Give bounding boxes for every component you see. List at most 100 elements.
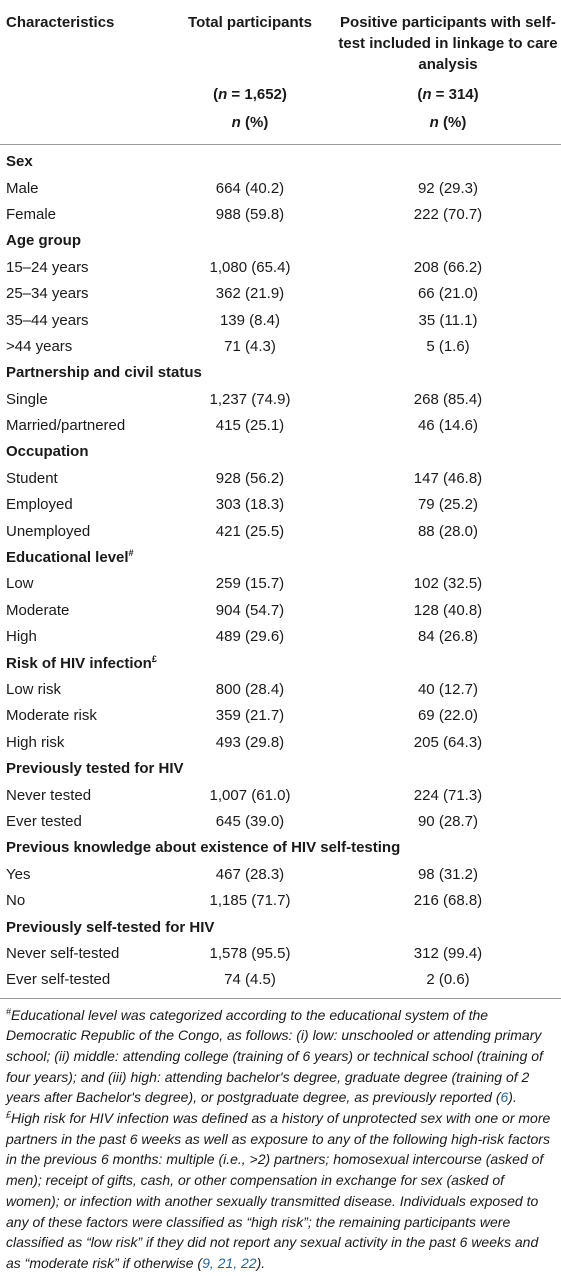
section-row: Previously tested for HIV	[0, 756, 561, 782]
table-row: High 489 (29.6) 84 (26.8)	[0, 624, 561, 650]
positive-value: 40 (12.7)	[417, 681, 479, 698]
row-label: Low risk	[6, 681, 62, 698]
positive-value: 224 (71.3)	[413, 786, 483, 804]
section-row: Sex	[0, 145, 561, 176]
positive-value: 69 (22.0)	[417, 707, 479, 725]
row-label: High	[6, 628, 37, 646]
total-value: 664 (40.2)	[215, 179, 285, 197]
positive-value: 35 (11.1)	[418, 311, 478, 329]
footnotes: #Educational level was categorized accor…	[0, 999, 561, 1274]
row-label: Unemployed	[6, 522, 91, 540]
total-value: 139 (8.4)	[219, 311, 281, 329]
table-row: Never self-tested 1,578 (95.5) 312 (99.4)	[0, 941, 561, 967]
total-pct-label: n (%)	[165, 109, 335, 145]
positive-value: 90 (28.7)	[417, 812, 479, 830]
section-title: Previously self-tested for HIV	[6, 918, 215, 936]
row-label: Low	[6, 575, 34, 593]
total-value: 489 (29.6)	[215, 628, 285, 646]
footnote-marker: £	[151, 653, 157, 664]
row-label: >44 years	[6, 337, 73, 355]
row-label: Never tested	[6, 786, 92, 804]
footnote: £High risk for HIV infection was defined…	[6, 1109, 551, 1271]
section-title: Previous knowledge about existence of HI…	[6, 839, 401, 857]
table-row: Low risk 800 (28.4) 40 (12.7)	[0, 677, 561, 703]
section-title: Previously tested for HIV	[6, 760, 184, 778]
table-row: Ever self-tested 74 (4.5) 2 (0.6)	[0, 967, 561, 999]
row-label: No	[6, 892, 26, 910]
positive-value: 84 (26.8)	[417, 628, 479, 646]
row-label: Male	[6, 179, 39, 197]
section-row: Risk of HIV infection£	[0, 650, 561, 676]
positive-value: 128 (40.8)	[413, 601, 483, 619]
positive-value: 102 (32.5)	[413, 575, 483, 593]
section-row: Age group	[0, 228, 561, 254]
header-pct-row: n (%) n (%)	[0, 109, 561, 145]
total-value: 904 (54.7)	[215, 601, 285, 619]
footnote-marker: £	[6, 1109, 12, 1120]
total-value: 421 (25.5)	[215, 522, 285, 540]
positive-value: 216 (68.8)	[413, 892, 483, 910]
table-row: Married/partnered 415 (25.1) 46 (14.6)	[0, 413, 561, 439]
positive-value: 268 (85.4)	[413, 390, 483, 408]
footnote-text: High risk for HIV infection was defined …	[6, 1110, 551, 1271]
positive-value: 5 (1.6)	[426, 337, 470, 355]
section-row: Educational level#	[0, 545, 561, 571]
header-characteristics: Characteristics	[6, 14, 115, 31]
positive-value: 92 (29.3)	[417, 179, 479, 197]
row-label: Ever self-tested	[0, 967, 165, 999]
table-row: Employed 303 (18.3) 79 (25.2)	[0, 492, 561, 518]
total-value: 415 (25.1)	[215, 417, 285, 435]
positive-value: 79 (25.2)	[417, 496, 479, 514]
section-title: Partnership and civil status	[6, 364, 202, 382]
row-label: Employed	[6, 496, 73, 514]
positive-value: 312 (99.4)	[413, 944, 483, 962]
total-value: 74 (4.5)	[165, 967, 335, 999]
positive-value: 2 (0.6)	[335, 967, 561, 999]
total-value: 1,080 (65.4)	[209, 258, 291, 276]
positive-value: 208 (66.2)	[413, 258, 483, 276]
row-label: Student	[6, 469, 58, 487]
header-row: Characteristics Total participants Posit…	[0, 0, 561, 81]
table-row: >44 years 71 (4.3) 5 (1.6)	[0, 334, 561, 360]
row-label: 25–34 years	[6, 285, 89, 303]
section-row: Previous knowledge about existence of HI…	[0, 835, 561, 861]
section-row: Previously self-tested for HIV	[0, 914, 561, 940]
header-total-participants: Total participants	[188, 14, 312, 31]
header-n-row: (n = 1,652) (n = 314)	[0, 81, 561, 109]
row-label: 35–44 years	[6, 311, 89, 329]
positive-value: 222 (70.7)	[413, 205, 483, 223]
section-title: Educational level#	[6, 548, 134, 567]
footnote-marker: #	[128, 548, 134, 559]
characteristics-table: Characteristics Total participants Posit…	[0, 0, 561, 999]
table-row: Ever tested 645 (39.0) 90 (28.7)	[0, 809, 561, 835]
total-value: 259 (15.7)	[215, 575, 285, 593]
section-title: Occupation	[6, 443, 89, 461]
table-row: Never tested 1,007 (61.0) 224 (71.3)	[0, 782, 561, 808]
table-body: Sex Male 664 (40.2) 92 (29.3) Female 988 (59.…	[0, 145, 561, 999]
positive-value: 66 (21.0)	[417, 285, 479, 303]
row-label: Yes	[6, 865, 31, 883]
footnote-text: Educational level was categorized accord…	[6, 1006, 543, 1106]
reference-link[interactable]: 6	[500, 1089, 509, 1106]
table-row: Unemployed 421 (25.5) 88 (28.0)	[0, 518, 561, 544]
positive-value: 147 (46.8)	[413, 469, 483, 487]
total-value: 303 (18.3)	[215, 496, 285, 514]
row-label: Moderate	[6, 601, 70, 619]
header-positive-participants: Positive participants with self-test inc…	[338, 14, 558, 73]
table-row: No 1,185 (71.7) 216 (68.8)	[0, 888, 561, 914]
section-row: Occupation	[0, 439, 561, 465]
table-row: Male 664 (40.2) 92 (29.3)	[0, 175, 561, 201]
row-label: Married/partnered	[6, 417, 126, 435]
table-row: Female 988 (59.8) 222 (70.7)	[0, 202, 561, 228]
table-row: Yes 467 (28.3) 98 (31.2)	[0, 862, 561, 888]
footnote-marker: #	[6, 1005, 12, 1016]
table-row: Student 928 (56.2) 147 (46.8)	[0, 466, 561, 492]
reference-link[interactable]: 9, 21, 22	[202, 1254, 257, 1271]
total-value: 1,185 (71.7)	[209, 892, 291, 910]
table-row: Moderate risk 359 (21.7) 69 (22.0)	[0, 703, 561, 729]
table-row: Single 1,237 (74.9) 268 (85.4)	[0, 387, 561, 413]
total-value: 988 (59.8)	[215, 205, 285, 223]
row-label: Female	[6, 205, 57, 223]
total-value: 1,237 (74.9)	[209, 390, 291, 408]
